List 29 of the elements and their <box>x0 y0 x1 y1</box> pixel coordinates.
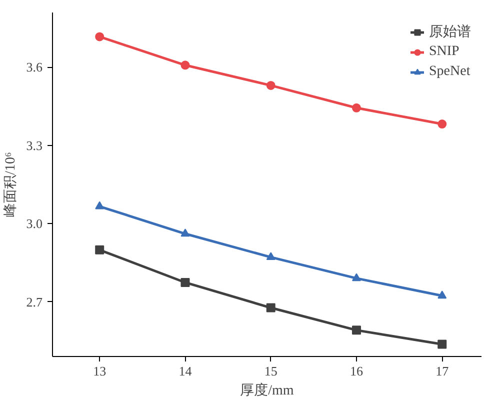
x-tick-label: 14 <box>178 364 192 378</box>
legend-label: SpeNet <box>429 64 470 80</box>
x-axis-title: 厚度/mm <box>240 382 294 398</box>
point <box>352 103 361 112</box>
x-tick-label: 17 <box>436 364 450 378</box>
y-tick-label: 3.6 <box>26 60 43 75</box>
y-tick-label: 3.3 <box>26 138 42 153</box>
y-tick-label: 3.0 <box>26 216 42 232</box>
point <box>95 32 104 42</box>
legend-label: 原始谱 <box>429 24 471 41</box>
x-tick-label: 13 <box>93 364 106 378</box>
x-tick-label: 15 <box>264 364 278 378</box>
point <box>438 340 447 349</box>
point <box>352 273 361 282</box>
legend-label: SNIP <box>429 44 460 60</box>
point <box>180 60 190 70</box>
point <box>438 120 447 129</box>
y-axis-title: 峰面积/10⁶ <box>2 152 18 217</box>
point <box>180 278 190 287</box>
point <box>180 228 190 237</box>
x-tick-label: 16 <box>350 364 364 378</box>
y-tick-label: 2.7 <box>26 294 43 310</box>
point <box>266 252 276 260</box>
point <box>95 201 104 210</box>
point <box>352 326 361 335</box>
point <box>266 303 276 312</box>
point <box>438 290 447 299</box>
point <box>95 245 104 254</box>
point <box>266 80 276 90</box>
